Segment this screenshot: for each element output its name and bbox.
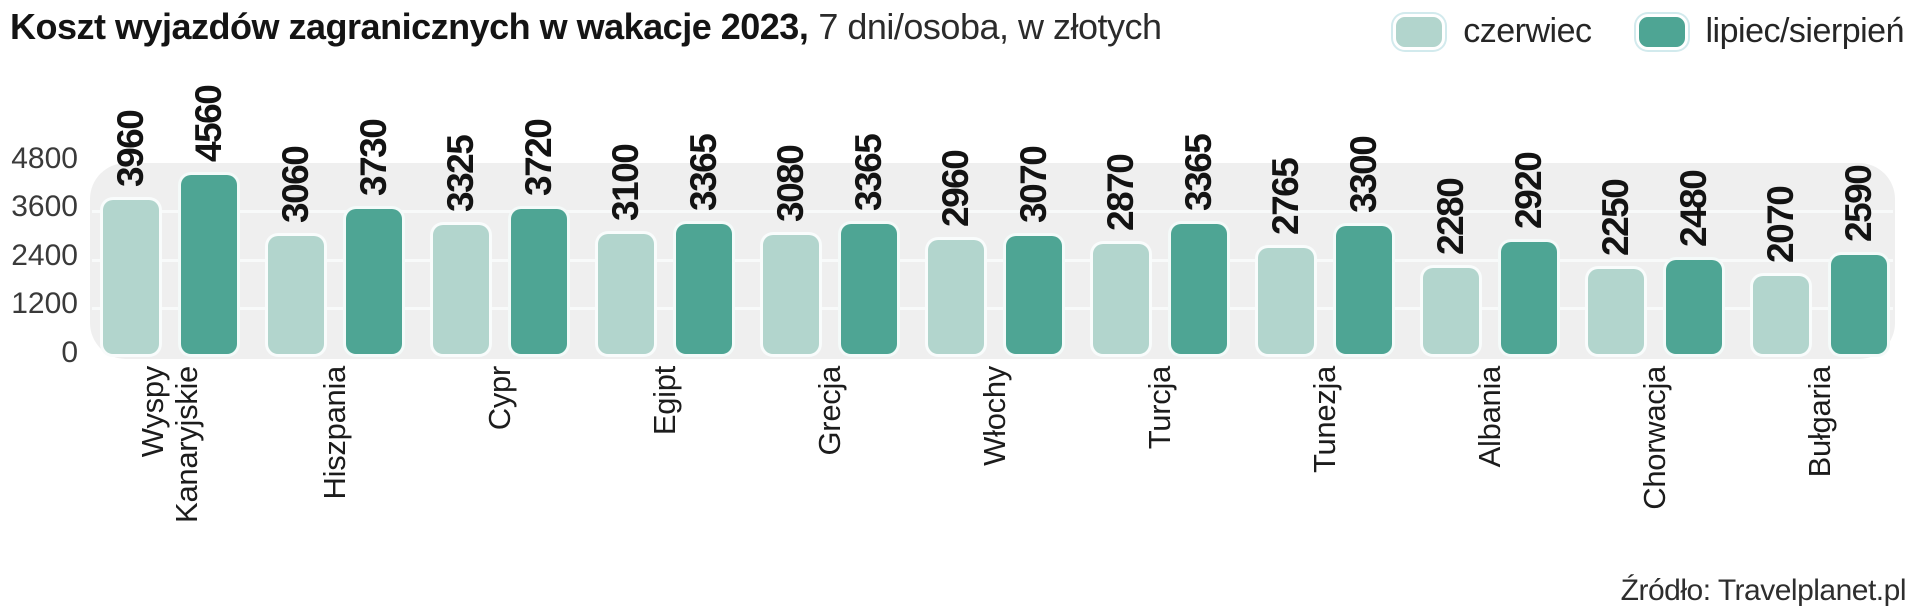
bar-włochy-lipiec-sierpien: [1003, 233, 1065, 357]
value-label-3100: 3100: [605, 144, 646, 221]
value-label-3365: 3365: [1178, 134, 1219, 211]
value-label-3060: 3060: [275, 146, 316, 223]
bar-tunezja-czerwiec: [1255, 245, 1317, 357]
value-label-3365: 3365: [683, 134, 724, 211]
value-label-3730: 3730: [353, 119, 394, 196]
category-label-egipt: Egipt: [647, 366, 682, 436]
value-label-2765: 2765: [1265, 158, 1306, 235]
legend-label-czerwiec: czerwiec: [1463, 12, 1592, 50]
y-tick-3600: 3600: [11, 190, 78, 224]
category-label-włochy: Włochy: [977, 366, 1012, 466]
bar-wyspy-kanaryjskie-lipiec-sierpien: [178, 172, 240, 357]
bar-egipt-lipiec-sierpien: [673, 221, 735, 357]
gridline-2400: [92, 258, 1893, 262]
gridline-1200: [92, 307, 1893, 311]
bar-chorwacja-lipiec-sierpien: [1663, 257, 1725, 357]
value-label-2870: 2870: [1100, 154, 1141, 231]
bar-wyspy-kanaryjskie-czerwiec: [100, 197, 162, 357]
value-label-3070: 3070: [1013, 146, 1054, 223]
bar-albania-lipiec-sierpien: [1498, 239, 1560, 357]
bar-tunezja-lipiec-sierpien: [1333, 223, 1395, 357]
category-label-tunezja: Tunezja: [1307, 366, 1342, 474]
bar-chorwacja-czerwiec: [1585, 266, 1647, 357]
legend-swatch-lipiec-sierpien: [1635, 13, 1688, 50]
source-note: Źródło: Travelplanet.pl: [1620, 574, 1907, 607]
y-tick-1200: 1200: [11, 287, 78, 321]
bar-włochy-czerwiec: [925, 237, 987, 357]
value-label-3325: 3325: [440, 135, 481, 212]
bar-hiszpania-lipiec-sierpien: [343, 206, 405, 357]
gridline-3600: [92, 210, 1893, 214]
category-label-grecja: Grecja: [812, 366, 847, 456]
y-tick-2400: 2400: [11, 238, 78, 272]
value-label-2920: 2920: [1508, 152, 1549, 229]
value-label-3365: 3365: [848, 134, 889, 211]
bar-cypr-czerwiec: [430, 222, 492, 357]
bar-turcja-czerwiec: [1090, 241, 1152, 357]
bar-grecja-lipiec-sierpien: [838, 221, 900, 357]
legend-swatch-czerwiec: [1393, 13, 1446, 50]
value-label-4560: 4560: [188, 85, 229, 162]
legend-label-lipiec-sierpien: lipiec/sierpień: [1705, 12, 1905, 50]
value-label-2480: 2480: [1673, 170, 1714, 247]
chart-subtitle: 7 dni/osoba, w złotych: [818, 6, 1162, 47]
bar-egipt-czerwiec: [595, 231, 657, 357]
y-tick-0: 0: [61, 336, 78, 369]
value-label-2280: 2280: [1430, 178, 1471, 255]
category-label-hiszpania: Hiszpania: [317, 366, 352, 500]
bar-turcja-lipiec-sierpien: [1168, 221, 1230, 357]
bar-bułgaria-czerwiec: [1750, 273, 1812, 357]
value-label-2070: 2070: [1760, 186, 1801, 263]
category-label-cypr: Cypr: [482, 366, 517, 431]
value-label-2590: 2590: [1838, 165, 1879, 242]
bar-cypr-lipiec-sierpien: [508, 206, 570, 357]
value-label-3300: 3300: [1343, 136, 1384, 213]
value-label-3720: 3720: [518, 119, 559, 196]
category-label-chorwacja: Chorwacja: [1637, 366, 1672, 510]
value-label-3960: 3960: [110, 110, 151, 187]
category-label-turcja: Turcja: [1142, 366, 1177, 450]
category-label-wyspy-kanaryjskie: Wyspy Kanaryjskie: [135, 366, 204, 523]
category-label-bułgaria: Bułgaria: [1802, 366, 1837, 478]
legend-item-czerwiec: czerwiec: [1393, 12, 1592, 51]
value-label-3080: 3080: [770, 145, 811, 222]
chart-title-bold: Koszt wyjazdów zagranicznych w wakacje 2…: [10, 6, 809, 47]
page-title: Koszt wyjazdów zagranicznych w wakacje 2…: [10, 6, 1162, 48]
bar-hiszpania-czerwiec: [265, 233, 327, 357]
bar-bułgaria-lipiec-sierpien: [1828, 252, 1890, 357]
value-label-2960: 2960: [935, 150, 976, 227]
bar-albania-czerwiec: [1420, 265, 1482, 357]
value-label-2250: 2250: [1595, 179, 1636, 256]
y-tick-4800: 4800: [11, 141, 78, 175]
legend: czerwiec lipiec/sierpień: [1393, 12, 1904, 51]
bar-grecja-czerwiec: [760, 232, 822, 357]
legend-item-lipiec-sierpien: lipiec/sierpień: [1635, 12, 1905, 51]
category-label-albania: Albania: [1472, 366, 1507, 468]
